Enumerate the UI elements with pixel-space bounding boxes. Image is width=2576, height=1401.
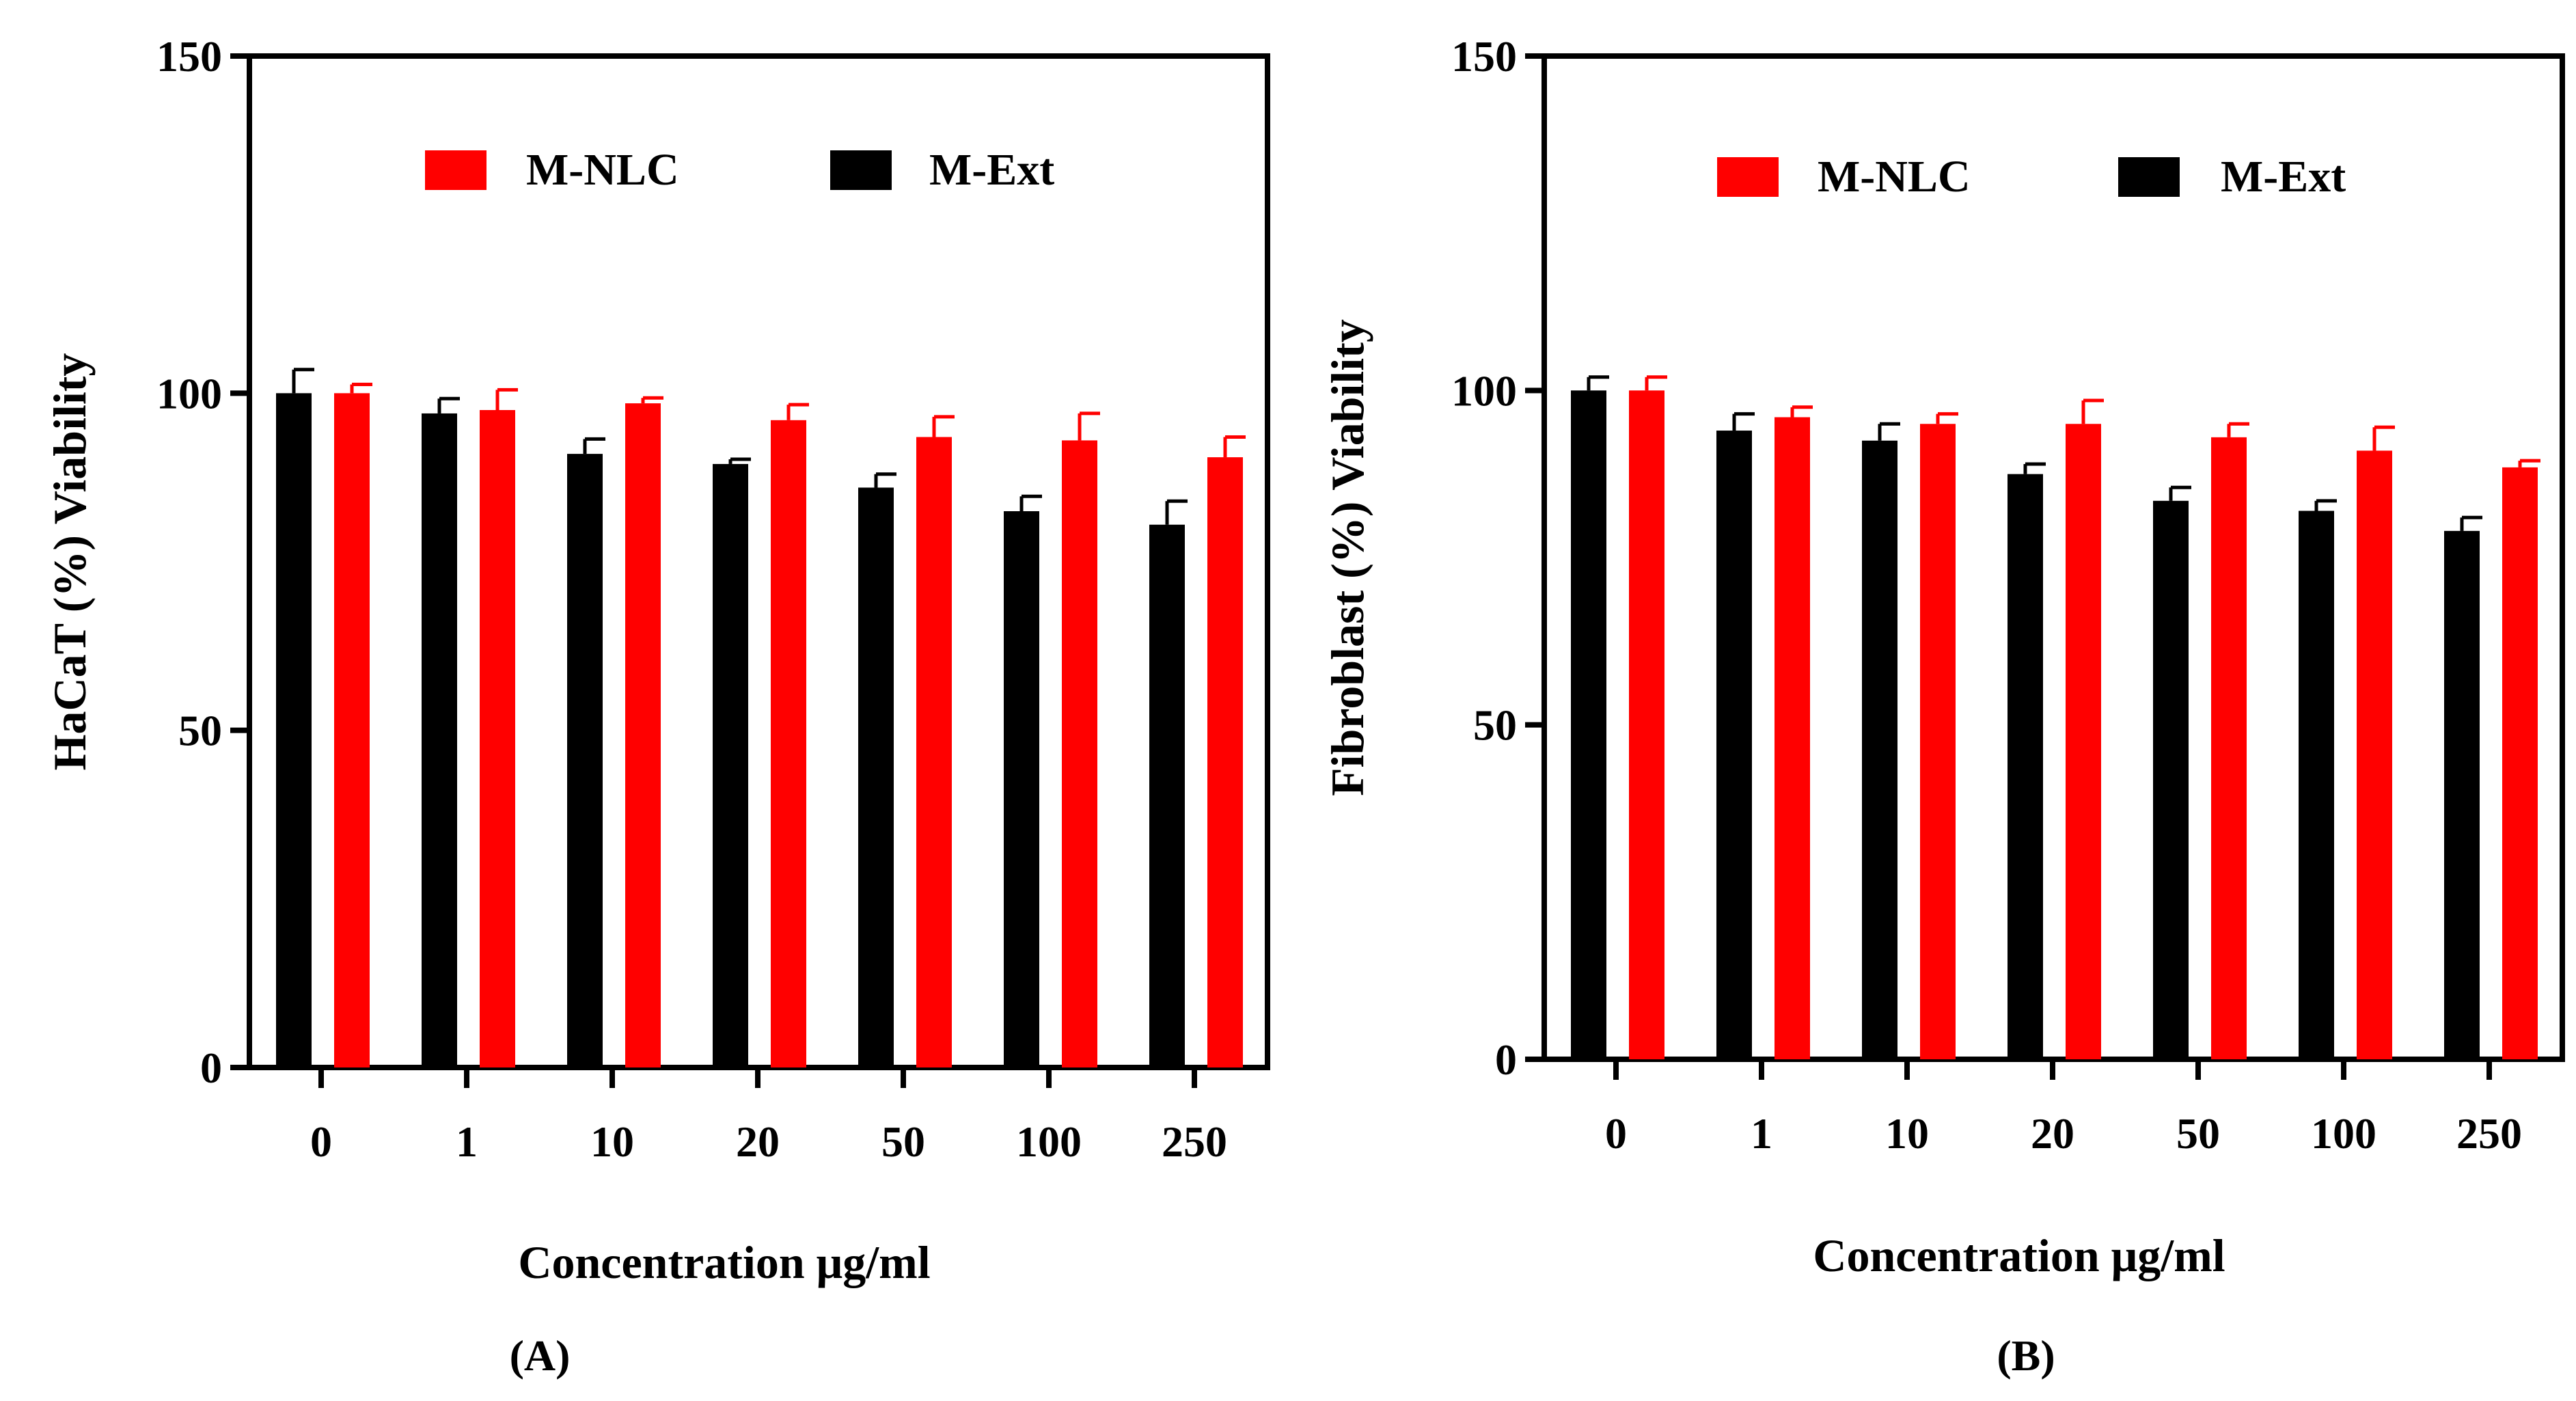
- x-axis-title: Concentration μg/ml: [518, 1236, 930, 1288]
- y-axis-title: Fibroblast (%) Viability: [1321, 319, 1373, 796]
- x-tick-label: 1: [456, 1117, 478, 1166]
- x-tick-label: 0: [310, 1117, 332, 1166]
- bar-m-ext-1: [1716, 431, 1752, 1059]
- y-tick-label: 0: [1495, 1035, 1517, 1084]
- x-tick-label: 20: [736, 1117, 780, 1166]
- y-tick-label: 150: [156, 32, 222, 81]
- bar-m-nlc-50: [2211, 437, 2247, 1059]
- y-tick-label: 100: [1451, 366, 1517, 415]
- legend-swatch-m-ext: [830, 150, 892, 190]
- y-tick-label: 50: [1473, 701, 1517, 750]
- y-tick-label: 0: [200, 1044, 222, 1092]
- bar-m-nlc-20: [2066, 424, 2101, 1059]
- panel-label: (A): [510, 1331, 571, 1380]
- bar-m-ext-250: [2444, 530, 2480, 1059]
- legend-swatch-m-nlc: [425, 150, 487, 190]
- bar-m-ext-20: [713, 463, 748, 1067]
- x-tick-label: 250: [2456, 1109, 2522, 1158]
- x-tick-label: 250: [1162, 1117, 1227, 1166]
- legend-swatch-m-ext: [2118, 157, 2180, 197]
- bar-m-nlc-1: [480, 410, 515, 1067]
- bar-m-ext-100: [2299, 511, 2334, 1059]
- legend-label-m-ext: M-Ext: [929, 145, 1054, 195]
- bar-m-ext-20: [2008, 474, 2043, 1059]
- x-tick-label: 50: [881, 1117, 925, 1166]
- bar-m-nlc-0: [1629, 390, 1664, 1059]
- bar-m-ext-250: [1149, 524, 1185, 1067]
- x-tick-label: 0: [1605, 1109, 1627, 1158]
- bar-m-nlc-1: [1775, 417, 1810, 1059]
- bar-m-nlc-20: [771, 420, 806, 1067]
- legend-label-m-nlc: M-NLC: [526, 145, 679, 195]
- bar-m-nlc-0: [334, 393, 370, 1067]
- y-tick-label: 50: [178, 707, 222, 755]
- x-tick-label: 50: [2176, 1109, 2220, 1158]
- bar-m-nlc-50: [916, 437, 952, 1067]
- legend-label-m-nlc: M-NLC: [1818, 152, 1971, 202]
- x-tick-label: 1: [1751, 1109, 1772, 1158]
- x-tick-label: 100: [1016, 1117, 1082, 1166]
- bar-m-ext-0: [276, 393, 312, 1067]
- bar-m-ext-10: [1862, 440, 1897, 1059]
- bar-m-nlc-10: [625, 403, 661, 1067]
- x-tick-label: 100: [2311, 1109, 2376, 1158]
- panel-label: (B): [1997, 1331, 2055, 1380]
- bar-m-ext-100: [1004, 511, 1039, 1067]
- x-tick-label: 10: [590, 1117, 634, 1166]
- bar-m-nlc-250: [1207, 457, 1243, 1067]
- legend-swatch-m-nlc: [1717, 157, 1779, 197]
- bar-m-nlc-10: [1920, 424, 1956, 1059]
- bar-m-nlc-100: [1062, 440, 1097, 1067]
- bar-m-ext-10: [567, 454, 603, 1067]
- bar-m-nlc-100: [2357, 450, 2392, 1059]
- plot-frame: [1542, 53, 2565, 1062]
- bar-m-ext-50: [2153, 500, 2189, 1059]
- bar-m-ext-1: [422, 413, 457, 1067]
- plot-frame: [247, 53, 1270, 1070]
- bar-m-ext-0: [1571, 390, 1606, 1059]
- chart-panel-b: 0 50 100 150 0 1 10 20 50 100 250 M-NLC M-Ext Fibrobl…: [1321, 32, 2565, 1380]
- chart-panel-a: 0 50 100 150 0 1 10 20 50 100 250 M-NLC M-Ext HaCaT (…: [44, 32, 1270, 1380]
- y-tick-label: 150: [1451, 32, 1517, 81]
- bar-m-ext-50: [858, 487, 894, 1067]
- x-tick-label: 20: [2031, 1109, 2074, 1158]
- x-tick-label: 10: [1885, 1109, 1929, 1158]
- y-axis-title: HaCaT (%) Viability: [44, 353, 96, 771]
- y-tick-label: 100: [156, 369, 222, 418]
- bar-m-nlc-250: [2502, 467, 2538, 1059]
- legend-label-m-ext: M-Ext: [2221, 152, 2346, 202]
- x-axis-title: Concentration μg/ml: [1813, 1229, 2225, 1281]
